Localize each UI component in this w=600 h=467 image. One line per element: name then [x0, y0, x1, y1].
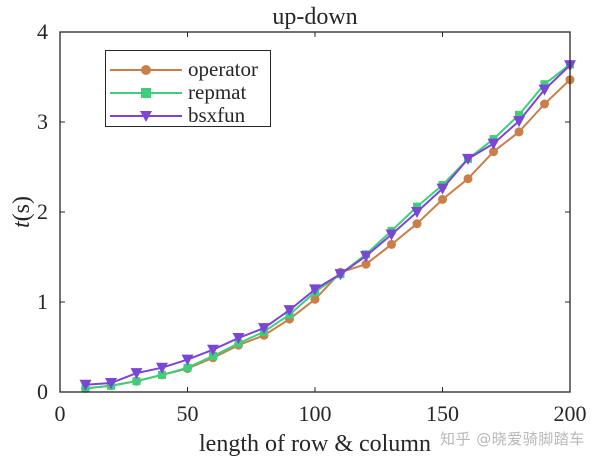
x-tick-label: 0: [54, 401, 66, 426]
x-tick-label: 50: [176, 401, 199, 426]
data-point: [513, 116, 525, 128]
square-marker-icon: [110, 88, 182, 98]
data-point: [283, 305, 296, 317]
legend-item-repmat: repmat: [106, 81, 270, 105]
triangle-down-marker-icon: [110, 111, 182, 122]
watermark: 知乎 @晓爱骑脚踏车: [440, 430, 585, 448]
data-point: [183, 363, 192, 372]
data-point: [387, 239, 396, 249]
y-tick-label: 4: [37, 19, 48, 44]
data-point: [514, 127, 524, 137]
data-point: [540, 80, 549, 89]
data-point: [413, 202, 421, 211]
x-tick-label: 150: [426, 401, 459, 426]
data-point: [361, 259, 371, 269]
data-point: [209, 352, 217, 360]
x-axis-label: length of row & column: [199, 431, 431, 457]
series-layer: [79, 60, 576, 393]
y-tick-label: 0: [37, 379, 48, 404]
data-point: [334, 269, 347, 281]
legend-label: operator: [188, 57, 258, 81]
data-point: [515, 110, 523, 119]
data-point: [105, 378, 117, 389]
data-point: [130, 368, 143, 380]
data-point: [156, 362, 168, 374]
data-point: [438, 194, 447, 204]
series-bsxfun: [79, 60, 576, 391]
data-point: [385, 229, 398, 241]
data-point: [540, 99, 549, 109]
axes-box: [59, 31, 571, 393]
data-point: [538, 84, 551, 96]
data-point: [436, 183, 449, 195]
data-point: [489, 147, 498, 157]
data-point: [207, 344, 219, 356]
data-point: [463, 174, 473, 184]
data-point: [412, 219, 422, 229]
data-point: [310, 294, 320, 304]
data-point: [158, 370, 166, 379]
circle-marker-icon: [110, 65, 182, 75]
data-point: [411, 207, 423, 218]
data-point: [232, 333, 245, 344]
data-point: [487, 138, 500, 150]
legend-item-bsxfun: bsxfun: [106, 104, 270, 128]
data-point: [309, 284, 321, 296]
y-tick-label: 3: [37, 109, 48, 134]
legend: operator repmat bsxfun: [105, 50, 271, 127]
data-point: [462, 153, 474, 165]
x-tick-label: 200: [553, 401, 587, 426]
data-point: [79, 379, 92, 391]
y-tick-label: 1: [37, 289, 48, 314]
legend-label: bsxfun: [188, 103, 246, 127]
legend-item-operator: operator: [106, 58, 270, 82]
data-point: [132, 377, 141, 386]
x-tick-label: 100: [298, 401, 332, 426]
data-point: [258, 323, 270, 335]
data-point: [360, 251, 372, 263]
legend-label: repmat: [188, 80, 247, 104]
y-tick-label: 2: [37, 199, 48, 224]
chart-title: up-down: [272, 4, 358, 30]
data-point: [181, 354, 194, 366]
